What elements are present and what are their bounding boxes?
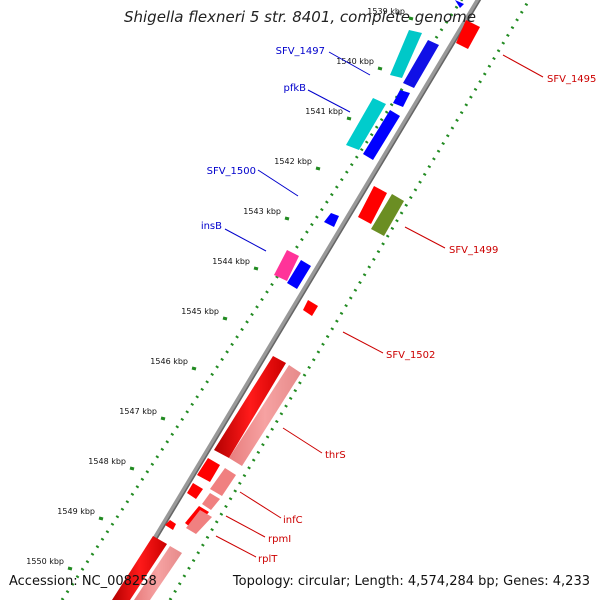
feature-cds-infc-pink[interactable] <box>210 468 236 496</box>
tick-mark <box>377 66 383 71</box>
tick-labels: 1539 kbp 1540 kbp 1541 kbp 1542 kbp 1543 kbp… <box>26 7 414 571</box>
tick-label: 1540 kbp <box>336 57 374 66</box>
label-pfkb[interactable]: pfkB <box>283 83 306 94</box>
feature-cds-pfkb-small[interactable] <box>393 90 410 107</box>
label-rpmi[interactable]: rpmI <box>268 534 291 545</box>
reverse-strand-features <box>274 0 464 289</box>
label-sfv-1495[interactable]: SFV_1495 <box>547 74 596 85</box>
feature-cds-1502[interactable] <box>303 300 318 316</box>
tick-label: 1547 kbp <box>119 407 157 416</box>
outer-dotted-ring <box>168 0 531 600</box>
feature-cds-small-left[interactable] <box>165 520 176 530</box>
label-sfv-1499[interactable]: SFV_1499 <box>449 245 498 256</box>
backbone <box>115 0 482 600</box>
label-sfv-1500[interactable]: SFV_1500 <box>207 166 256 177</box>
label-thrs[interactable]: thrS <box>325 450 346 461</box>
tick-label: 1544 kbp <box>212 257 250 266</box>
feature-cds-1497[interactable] <box>403 40 439 88</box>
tick-mark <box>191 366 197 371</box>
tick-label: 1541 kbp <box>305 107 343 116</box>
feature-cds-1500[interactable] <box>324 213 339 227</box>
tick-mark <box>160 416 166 421</box>
feature-pseudo-insb[interactable] <box>274 250 299 281</box>
tick-mark <box>284 216 290 221</box>
label-sfv-1502[interactable]: SFV_1502 <box>386 350 435 361</box>
forward-strand-features <box>112 20 480 600</box>
tick-mark <box>346 116 352 121</box>
label-sfv-1497[interactable]: SFV_1497 <box>276 46 325 57</box>
tick-mark <box>67 566 73 571</box>
feature-cds-thrs[interactable] <box>214 356 286 458</box>
feature-cds-thrs-pink[interactable] <box>229 365 301 466</box>
feature-misc-1499[interactable] <box>371 194 404 236</box>
tick-mark <box>98 516 104 521</box>
feature-cds-rplt-pink[interactable] <box>186 510 212 534</box>
tick-label: 1545 kbp <box>181 307 219 316</box>
feature-cds-infc[interactable] <box>197 458 220 482</box>
feature-cds-rpmi-pink[interactable] <box>202 493 220 510</box>
feature-cds-insb[interactable] <box>287 260 311 289</box>
feature-cds-1495[interactable] <box>456 20 480 49</box>
tick-mark <box>408 16 414 21</box>
leader-lines <box>215 51 544 558</box>
tick-mark <box>253 266 259 271</box>
topology-text: Topology: circular; Length: 4,574,284 bp… <box>232 574 590 589</box>
tick-label: 1546 kbp <box>150 357 188 366</box>
feature-cds-1499-red[interactable] <box>358 186 387 224</box>
feature-labels: SFV_1497 pfkB SFV_1500 insB SFV_1495 SFV… <box>201 46 597 565</box>
label-infc[interactable]: infC <box>283 515 303 526</box>
feature-cds-bottom[interactable] <box>112 536 167 600</box>
tick-label: 1550 kbp <box>26 557 64 566</box>
label-insb[interactable]: insB <box>201 221 222 232</box>
inner-dotted-ring <box>60 0 464 600</box>
tick-label: 1542 kbp <box>274 157 312 166</box>
accession-text: Accession: NC_008258 <box>9 574 157 589</box>
feature-cds-pfkb[interactable] <box>363 110 400 160</box>
tick-mark <box>222 316 228 321</box>
tick-label: 1539 kbp <box>367 7 405 16</box>
feature-cds-top[interactable] <box>455 0 464 8</box>
feature-rna-pfkb[interactable] <box>346 98 386 150</box>
map-title: Shigella flexneri 5 str. 8401, complete … <box>123 8 477 26</box>
tick-mark <box>315 166 321 171</box>
feature-rna-1497[interactable] <box>390 30 422 78</box>
tick-label: 1548 kbp <box>88 457 126 466</box>
tick-label: 1549 kbp <box>57 507 95 516</box>
feature-cds-rpmi[interactable] <box>187 483 203 499</box>
tick-mark <box>129 466 135 471</box>
label-rplt[interactable]: rplT <box>258 554 278 565</box>
tick-label: 1543 kbp <box>243 207 281 216</box>
feature-cds-bottom-pink[interactable] <box>134 546 182 600</box>
